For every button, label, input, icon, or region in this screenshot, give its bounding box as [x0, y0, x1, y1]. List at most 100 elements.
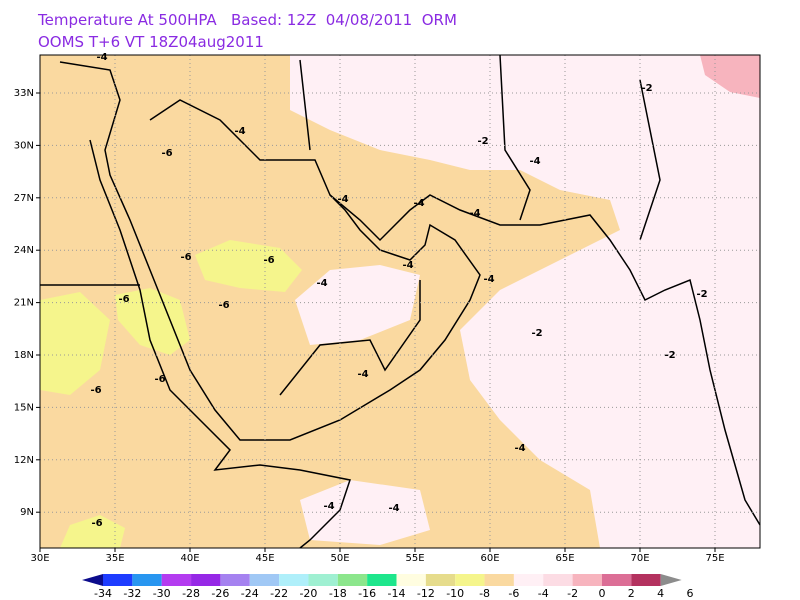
shade-region: [195, 240, 302, 292]
contour-label: -6: [263, 255, 274, 266]
colorbar-label: 0: [598, 587, 605, 600]
x-tick-label: 40E: [180, 553, 199, 564]
contour-label: -4: [514, 443, 525, 454]
contour-label: -4: [469, 208, 480, 219]
colorbar-end: [660, 574, 682, 586]
colorbar-label: 6: [687, 587, 694, 600]
colorbar-box: [191, 574, 221, 586]
contour-labels: -4 -2 -4 -6 -2 -4 -4 -4 -4 -6 -6 -4 -4 -4 -6 -6 -2 -2 -2 -4…: [90, 52, 707, 529]
contour-label: -4: [483, 274, 494, 285]
contour-label: -6: [90, 385, 101, 396]
colorbar-label: -32: [123, 587, 141, 600]
colorbar-box: [220, 574, 250, 586]
shade-region: [60, 515, 125, 548]
colorbar-end: [82, 574, 103, 586]
contour-label: -2: [477, 136, 488, 147]
shade-region: [700, 55, 760, 98]
coastline: [59, 61, 481, 441]
contour-label: -6: [161, 148, 172, 159]
colorbar-label: -4: [538, 587, 549, 600]
colorbar-label: -14: [388, 587, 406, 600]
contour-label: -4: [529, 156, 540, 167]
contour-label: -4: [402, 260, 413, 271]
x-tick-label: 60E: [480, 553, 499, 564]
colorbar-box: [425, 574, 456, 586]
colorbar-box: [103, 574, 133, 586]
colorbar-box: [543, 574, 573, 586]
graticule: 30E 35E 40E 45E 50E 55E 60E 65E 70E 75E 33N 30N 27N 2…: [14, 55, 760, 564]
contour-label: -2: [696, 289, 707, 300]
x-tick-label: 45E: [255, 553, 274, 564]
colorbar-label: -26: [211, 587, 229, 600]
colorbar-label: -10: [446, 587, 464, 600]
coastline: [329, 194, 761, 526]
y-tick-label: 27N: [14, 193, 34, 204]
contour-label: -4: [388, 503, 399, 514]
shade-region: [290, 55, 760, 548]
contour-label: -4: [413, 198, 424, 209]
colorbar-box: [631, 574, 661, 586]
shade-region: [40, 292, 110, 395]
contour-label: -4: [323, 501, 334, 512]
contour-label: -6: [218, 300, 229, 311]
y-tick-label: 15N: [14, 402, 34, 413]
y-tick-label: 21N: [14, 298, 34, 309]
contour-label: -2: [531, 328, 542, 339]
shade-region: [295, 265, 420, 345]
colorbar-box: [249, 574, 280, 586]
coastline: [89, 139, 351, 549]
x-tick-label: 50E: [330, 553, 349, 564]
y-tick-label: 18N: [14, 350, 34, 361]
colorbar-box: [337, 574, 368, 586]
colorbar-box: [484, 574, 514, 586]
border: [40, 280, 421, 396]
contour-label: -6: [180, 252, 191, 263]
colorbar-label: -18: [329, 587, 347, 600]
colorbar-box: [513, 574, 544, 586]
x-tick-label: 30E: [30, 553, 49, 564]
colorbar-box: [396, 574, 426, 586]
colorbar-box: [132, 574, 162, 586]
colorbar-label: -2: [567, 587, 578, 600]
y-tick-label: 12N: [14, 455, 34, 466]
colorbar-label: -6: [508, 587, 519, 600]
colorbar-label: -8: [479, 587, 490, 600]
contour-label: -4: [337, 194, 348, 205]
colorbar-label: -34: [94, 587, 112, 600]
x-tick-label: 55E: [405, 553, 424, 564]
subtitle: OOMS T+6 VT 18Z04aug2011: [38, 33, 264, 51]
colorbar: -34 -32 -30 -28 -26 -24 -22 -20 -18 -16 -14 -12 -10-…: [82, 574, 694, 600]
colorbar-label: -20: [299, 587, 317, 600]
colorbar-label: -12: [417, 587, 435, 600]
colorbar-label: -30: [153, 587, 171, 600]
x-tick-label: 65E: [555, 553, 574, 564]
colorbar-label: 4: [657, 587, 664, 600]
colorbar-label: -16: [358, 587, 376, 600]
contour-label: -4: [357, 369, 368, 380]
contour-label: -2: [641, 83, 652, 94]
x-tick-label: 75E: [705, 553, 724, 564]
colorbar-label: -28: [182, 587, 200, 600]
contour-label: -6: [91, 518, 102, 529]
x-tick-label: 70E: [630, 553, 649, 564]
map-frame: [39, 54, 761, 549]
colorbar-box: [308, 574, 338, 586]
shade-region: [115, 288, 190, 355]
colorbar-label: 2: [628, 587, 635, 600]
contour-label: -6: [118, 294, 129, 305]
contour-label: -6: [154, 374, 165, 385]
colorbar-label: -22: [270, 587, 288, 600]
contour-label: -4: [234, 126, 245, 137]
colorbar-box: [572, 574, 602, 586]
contour-label: -2: [664, 350, 675, 361]
colorbar-label: -24: [241, 587, 259, 600]
x-tick-label: 35E: [105, 553, 124, 564]
colorbar-box: [601, 574, 632, 586]
contour-label: -4: [316, 278, 327, 289]
y-tick-label: 33N: [14, 88, 34, 99]
colorbar-box: [279, 574, 309, 586]
y-tick-label: 24N: [14, 245, 34, 256]
y-tick-label: 9N: [20, 507, 34, 518]
y-tick-label: 30N: [14, 140, 34, 151]
colorbar-box: [367, 574, 397, 586]
